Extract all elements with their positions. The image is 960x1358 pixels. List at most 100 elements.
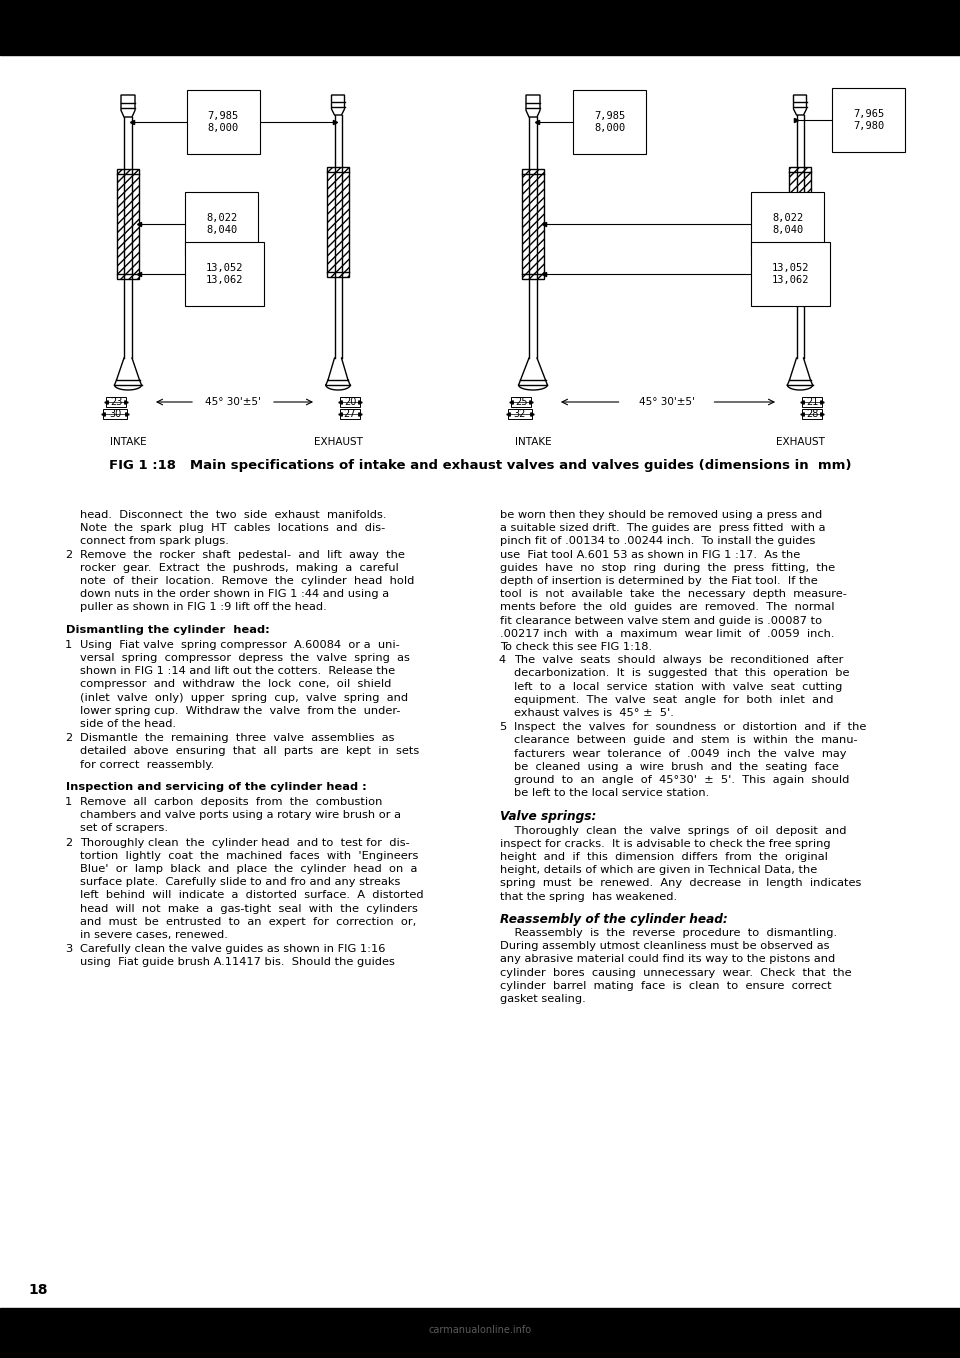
Text: height, details of which are given in Technical Data, the: height, details of which are given in Te… <box>500 865 817 875</box>
Text: 27: 27 <box>344 409 356 420</box>
Text: detailed  above  ensuring  that  all  parts  are  kept  in  sets: detailed above ensuring that all parts a… <box>80 747 420 756</box>
Text: tortion  lightly  coat  the  machined  faces  with  'Engineers: tortion lightly coat the machined faces … <box>80 851 419 861</box>
Text: any abrasive material could find its way to the pistons and: any abrasive material could find its way… <box>500 955 835 964</box>
Text: Using  Fiat valve  spring compressor  A.60084  or a  uni-: Using Fiat valve spring compressor A.600… <box>80 640 399 649</box>
Bar <box>508 409 532 420</box>
Text: Dismantling the cylinder  head:: Dismantling the cylinder head: <box>66 625 270 634</box>
Text: 5: 5 <box>499 722 506 732</box>
Text: using  Fiat guide brush A.11417 bis.  Should the guides: using Fiat guide brush A.11417 bis. Shou… <box>80 957 395 967</box>
Text: (inlet  valve  only)  upper  spring  cup,  valve  spring  and: (inlet valve only) upper spring cup, val… <box>80 693 408 702</box>
Text: 23: 23 <box>109 397 122 407</box>
Text: 45° 30'±5': 45° 30'±5' <box>638 397 694 407</box>
Text: be left to the local service station.: be left to the local service station. <box>514 788 709 799</box>
Text: 13,052
13,062: 13,052 13,062 <box>206 263 244 285</box>
Text: a suitable sized drift.  The guides are  press fitted  with a: a suitable sized drift. The guides are p… <box>500 523 826 534</box>
Text: 45° 30'±5': 45° 30'±5' <box>205 397 261 407</box>
Text: surface plate.  Carefully slide to and fro and any streaks: surface plate. Carefully slide to and fr… <box>80 877 400 887</box>
Text: inspect for cracks.  It is advisable to check the free spring: inspect for cracks. It is advisable to c… <box>500 839 830 849</box>
Text: pinch fit of .00134 to .00244 inch.  To install the guides: pinch fit of .00134 to .00244 inch. To i… <box>500 536 815 546</box>
Text: equipment.  The  valve  seat  angle  for  both  inlet  and: equipment. The valve seat angle for both… <box>514 695 833 705</box>
Text: 30: 30 <box>108 409 121 420</box>
Text: 2: 2 <box>65 733 72 743</box>
Text: clearance  between  guide  and  stem  is  within  the  manu-: clearance between guide and stem is with… <box>514 736 857 746</box>
Text: rocker  gear.  Extract  the  pushrods,  making  a  careful: rocker gear. Extract the pushrods, makin… <box>80 562 398 573</box>
Text: To check this see FIG 1:18.: To check this see FIG 1:18. <box>500 642 652 652</box>
Text: spring  must  be  renewed.  Any  decrease  in  length  indicates: spring must be renewed. Any decrease in … <box>500 879 861 888</box>
Polygon shape <box>526 95 540 117</box>
Text: decarbonization.  It  is  suggested  that  this  operation  be: decarbonization. It is suggested that th… <box>514 668 850 679</box>
Polygon shape <box>121 95 135 117</box>
Text: INTAKE: INTAKE <box>515 437 551 447</box>
Text: cylinder  bores  causing  unnecessary  wear.  Check  that  the: cylinder bores causing unnecessary wear.… <box>500 968 852 978</box>
Bar <box>327 167 349 277</box>
Text: Remove  all  carbon  deposits  from  the  combustion: Remove all carbon deposits from the comb… <box>80 797 382 807</box>
Text: Inspect  the  valves  for  soundness  or  distortion  and  if  the: Inspect the valves for soundness or dist… <box>514 722 866 732</box>
Text: cylinder  barrel  mating  face  is  clean  to  ensure  correct: cylinder barrel mating face is clean to … <box>500 980 831 991</box>
Bar <box>340 409 360 420</box>
Text: connect from spark plugs.: connect from spark plugs. <box>80 536 228 546</box>
Text: for correct  reassembly.: for correct reassembly. <box>80 759 214 770</box>
Text: Thoroughly  clean  the  valve  springs  of  oil  deposit  and: Thoroughly clean the valve springs of oi… <box>500 826 847 835</box>
Text: chambers and valve ports using a rotary wire brush or a: chambers and valve ports using a rotary … <box>80 811 401 820</box>
Bar <box>0 1308 960 1358</box>
Text: 2: 2 <box>65 550 72 559</box>
Text: Carefully clean the valve guides as shown in FIG 1:16: Carefully clean the valve guides as show… <box>80 944 385 955</box>
Text: Remove  the  rocker  shaft  pedestal-  and  lift  away  the: Remove the rocker shaft pedestal- and li… <box>80 550 405 559</box>
Text: .00217 inch  with  a  maximum  wear limit  of  .0059  inch.: .00217 inch with a maximum wear limit of… <box>500 629 834 638</box>
Text: ground  to  an  angle  of  45°30'  ±  5'.  This  again  should: ground to an angle of 45°30' ± 5'. This … <box>514 775 850 785</box>
Text: and  must  be  entrusted  to  an  expert  for  correction  or,: and must be entrusted to an expert for c… <box>80 917 417 926</box>
Text: 13,052
13,062: 13,052 13,062 <box>772 263 809 285</box>
Text: versal  spring  compressor  depress  the  valve  spring  as: versal spring compressor depress the val… <box>80 653 410 663</box>
Bar <box>522 168 544 278</box>
Bar <box>103 409 127 420</box>
Text: exhaust valves is  45° ±  5'.: exhaust valves is 45° ± 5'. <box>514 708 674 718</box>
Text: carmanualonline.info: carmanualonline.info <box>428 1325 532 1335</box>
Text: left  behind  will  indicate  a  distorted  surface.  A  distorted: left behind will indicate a distorted su… <box>80 891 423 900</box>
Text: gasket sealing.: gasket sealing. <box>500 994 586 1004</box>
Text: Reassembly of the cylinder head:: Reassembly of the cylinder head: <box>500 913 728 926</box>
Text: Inspection and servicing of the cylinder head :: Inspection and servicing of the cylinder… <box>66 782 367 792</box>
Bar <box>789 167 811 277</box>
Text: left  to  a  local  service  station  with  valve  seat  cutting: left to a local service station with val… <box>514 682 842 691</box>
Text: 1: 1 <box>64 797 72 807</box>
Text: down nuts in the order shown in FIG 1 :44 and using a: down nuts in the order shown in FIG 1 :4… <box>80 589 389 599</box>
Text: Note  the  spark  plug  HT  cables  locations  and  dis-: Note the spark plug HT cables locations … <box>80 523 385 534</box>
Text: lower spring cup.  Withdraw the  valve  from the  under-: lower spring cup. Withdraw the valve fro… <box>80 706 400 716</box>
Text: head.  Disconnect  the  two  side  exhaust  manifolds.: head. Disconnect the two side exhaust ma… <box>80 511 387 520</box>
Text: side of the head.: side of the head. <box>80 718 176 729</box>
Text: 7,985
8,000: 7,985 8,000 <box>207 111 239 133</box>
Bar <box>511 397 531 407</box>
Bar <box>340 397 360 407</box>
Text: that the spring  has weakened.: that the spring has weakened. <box>500 892 677 902</box>
Text: set of scrapers.: set of scrapers. <box>80 823 168 834</box>
Polygon shape <box>794 95 806 115</box>
Text: 20: 20 <box>344 397 356 407</box>
Text: Reassembly  is  the  reverse  procedure  to  dismantling.: Reassembly is the reverse procedure to d… <box>500 928 837 938</box>
Bar <box>106 397 126 407</box>
Text: 18: 18 <box>28 1283 47 1297</box>
Text: 3: 3 <box>64 944 72 955</box>
Polygon shape <box>331 95 345 115</box>
Text: Blue'  or  lamp  black  and  place  the  cylinder  head  on  a: Blue' or lamp black and place the cylind… <box>80 864 418 875</box>
Text: 25: 25 <box>515 397 527 407</box>
Text: 32: 32 <box>514 409 526 420</box>
Text: FIG 1 :18   Main specifications of intake and exhaust valves and valves guides (: FIG 1 :18 Main specifications of intake … <box>108 459 852 471</box>
Text: 2: 2 <box>65 838 72 847</box>
Bar <box>802 397 822 407</box>
Text: EXHAUST: EXHAUST <box>314 437 363 447</box>
Text: During assembly utmost cleanliness must be observed as: During assembly utmost cleanliness must … <box>500 941 829 951</box>
Text: 21: 21 <box>805 397 818 407</box>
Text: use  Fiat tool A.601 53 as shown in FIG 1 :17.  As the: use Fiat tool A.601 53 as shown in FIG 1… <box>500 550 801 559</box>
Text: INTAKE: INTAKE <box>109 437 146 447</box>
Text: Valve springs:: Valve springs: <box>500 811 596 823</box>
Text: 4: 4 <box>499 655 506 665</box>
Text: EXHAUST: EXHAUST <box>776 437 825 447</box>
Text: in severe cases, renewed.: in severe cases, renewed. <box>80 930 228 940</box>
Text: depth of insertion is determined by  the Fiat tool.  If the: depth of insertion is determined by the … <box>500 576 818 587</box>
Text: height  and  if  this  dimension  differs  from  the  original: height and if this dimension differs fro… <box>500 851 828 862</box>
Text: Dismantle  the  remaining  three  valve  assemblies  as: Dismantle the remaining three valve asse… <box>80 733 395 743</box>
Text: Thoroughly clean  the  cylinder head  and to  test for  dis-: Thoroughly clean the cylinder head and t… <box>80 838 410 847</box>
Text: note  of  their  location.  Remove  the  cylinder  head  hold: note of their location. Remove the cylin… <box>80 576 415 587</box>
Bar <box>117 168 139 278</box>
Text: 8,022
8,040: 8,022 8,040 <box>206 213 237 235</box>
